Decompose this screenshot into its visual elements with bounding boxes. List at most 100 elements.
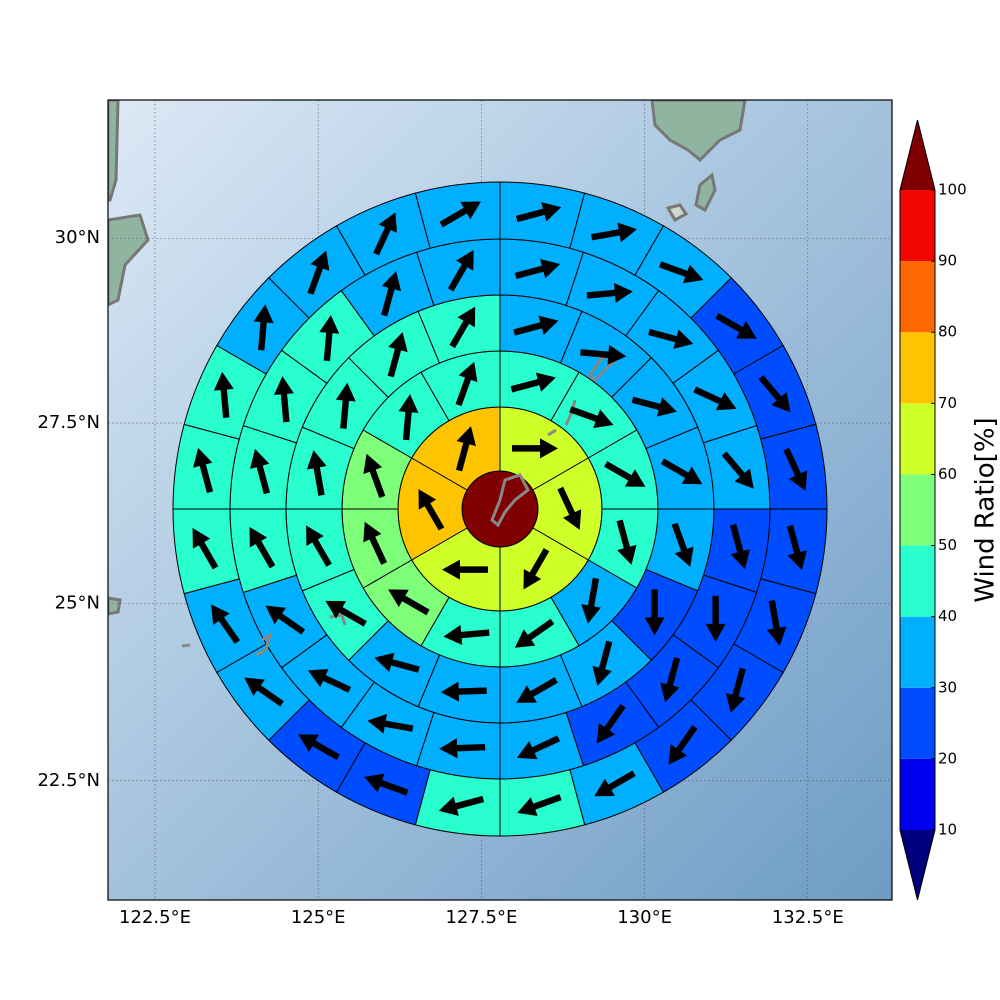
colorbar-bin [900, 758, 935, 830]
wind-arrow [253, 304, 274, 351]
x-tick-label: 122.5°E [119, 907, 191, 928]
wind-arrow [523, 548, 550, 590]
wind-arrow [705, 595, 726, 642]
wind-arrow [659, 261, 704, 284]
island [329, 613, 347, 626]
wind-arrow [671, 522, 694, 567]
colorbar-tick-label: 30 [938, 678, 957, 696]
colorbar-label: Wind Ratio[%] [971, 417, 1000, 602]
wind-arrow [766, 600, 787, 646]
wind-arrow [693, 386, 737, 411]
wind-arrow [514, 259, 561, 280]
wind-arrow [729, 523, 750, 570]
wind-arrow [644, 589, 665, 636]
colorbar-bin [900, 403, 935, 475]
wind-arrow [517, 735, 561, 760]
land [650, 100, 747, 163]
land [108, 213, 150, 307]
colorbar-tick-label: 90 [938, 252, 957, 270]
colorbar: Wind Ratio[%] 10 20 30 40 50 60 70 80 90 100 [899, 119, 1000, 901]
wind-arrow [660, 657, 681, 703]
wind-arrow [594, 770, 636, 797]
colorbar-bin [900, 190, 935, 262]
wind-arrow [580, 344, 627, 365]
wind-arrow [513, 315, 559, 336]
wind-arrow [443, 625, 490, 645]
wind-arrow [449, 306, 476, 349]
wind-arrow [211, 604, 241, 644]
island [255, 631, 273, 657]
wind-arrow [250, 448, 271, 495]
wind-arrow [668, 725, 698, 765]
land [694, 172, 717, 213]
wind-arrow [374, 652, 420, 673]
wind-arrow [265, 605, 306, 635]
wind-arrow [306, 450, 327, 496]
wind-arrow [786, 524, 807, 571]
wind-arrow [308, 668, 352, 693]
wind-arrow [557, 486, 582, 530]
island [181, 643, 191, 648]
wind-arrow [387, 332, 408, 378]
land [108, 596, 122, 616]
wind-arrow [455, 426, 476, 472]
islands [181, 350, 625, 657]
wind-arrow [418, 489, 445, 531]
colorbar-tick-label: 50 [938, 536, 957, 554]
wind-arrow [307, 250, 330, 295]
wind-arrow [398, 394, 419, 441]
y-tick-label: 25°N [55, 593, 100, 614]
tick-labels: 122.5°E 125°E 127.5°E 130°E 132.5°E 22.5°N 25°… [37, 227, 843, 928]
colorbar-extend-top [900, 120, 935, 190]
wind-arrow [306, 525, 332, 567]
wind-arrow [758, 375, 791, 413]
wind-arrow [335, 382, 356, 429]
wind-arrow [298, 734, 340, 761]
wind-arrow [363, 521, 388, 565]
wind-arrow [581, 577, 601, 624]
map-frame [107, 99, 893, 901]
island [547, 428, 557, 437]
wind-arrow [517, 794, 562, 817]
y-tick-label: 22.5°N [37, 770, 100, 791]
wind-arrow [616, 519, 637, 565]
x-tick-label: 132.5°E [772, 907, 844, 928]
wind-arrow [648, 328, 694, 349]
wind-arrow [725, 667, 746, 713]
wind-arrow [363, 453, 386, 499]
wind-arrow [192, 528, 219, 570]
wind-arrow [373, 212, 397, 256]
colorbar-tick-label: 20 [938, 749, 957, 767]
wind-arrow [783, 447, 808, 491]
colorbar-tick-label: 60 [938, 465, 957, 483]
wind-arrow [569, 406, 614, 429]
wind-arrow [721, 451, 754, 489]
wind-arrow [381, 271, 402, 317]
wind-arrow [715, 313, 757, 339]
wind-arrow [442, 559, 488, 580]
wind-arrow [631, 396, 677, 417]
x-tick-label: 127.5°E [445, 907, 517, 928]
wind-arrow [273, 376, 294, 423]
land [108, 100, 120, 202]
wind-arrow [596, 703, 626, 744]
wind-arrow [244, 677, 284, 707]
colorbar-bin [900, 687, 935, 759]
land [665, 203, 689, 223]
colorbar-bin [900, 616, 935, 688]
wind-arrow [367, 713, 414, 734]
colorbar-bin [900, 261, 935, 333]
wind-arrow [660, 458, 703, 485]
colorbar-extend-bottom [900, 830, 935, 900]
colorbar-tick-label: 70 [938, 394, 957, 412]
arrows [192, 201, 808, 817]
colorbar-bin [900, 545, 935, 617]
wind-arrow [213, 371, 234, 418]
wind-arrow [592, 640, 613, 686]
wind-arrow [586, 282, 633, 303]
colorbar-tick-label: 40 [938, 607, 957, 625]
x-tick-label: 125°E [291, 907, 346, 928]
wind-arrow [388, 589, 430, 616]
wind-arrow [439, 738, 486, 759]
